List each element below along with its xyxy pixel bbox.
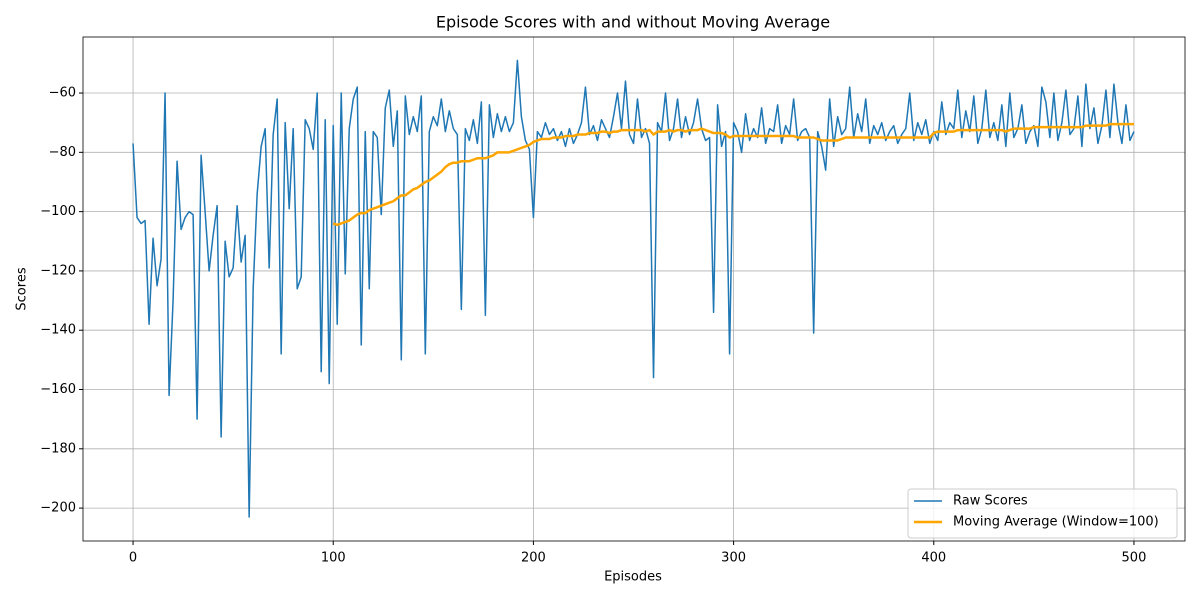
y-tick-label: −120 [40, 263, 76, 278]
y-tick-label: −140 [40, 323, 76, 338]
plot-area [132, 59, 1135, 518]
legend-box [907, 488, 1178, 539]
y-tick-label: −180 [40, 441, 76, 456]
legend-label: Raw Scores [953, 494, 1028, 509]
x-tick-label: 300 [721, 551, 746, 566]
y-tick-label: −100 [40, 204, 76, 219]
chart-title: Episode Scores with and without Moving A… [436, 13, 830, 32]
data-line [332, 122, 1134, 227]
y-tick-label: −80 [49, 145, 76, 160]
x-tick-label: 0 [129, 551, 137, 566]
y-axis-label: Scores [15, 267, 30, 310]
x-axis-label: Episodes [604, 570, 662, 585]
legend-label: Moving Average (Window=100) [953, 515, 1159, 530]
x-tick-label: 200 [521, 551, 546, 566]
plot-frame [82, 36, 1186, 542]
data-line [132, 59, 1135, 518]
y-tick-label: −160 [40, 382, 76, 397]
y-tick-label: −200 [40, 501, 76, 516]
x-tick-label: 100 [321, 551, 346, 566]
x-tick-label: 400 [921, 551, 946, 566]
grid [83, 37, 1185, 541]
y-tick-label: −60 [49, 86, 76, 101]
x-tick-label: 500 [1122, 551, 1147, 566]
